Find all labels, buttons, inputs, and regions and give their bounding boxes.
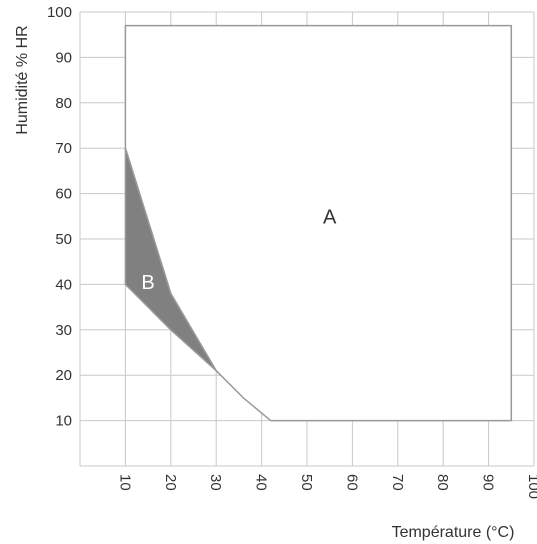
x-axis-label: Température (°C) (392, 524, 515, 541)
y-tick-label: 60 (55, 186, 72, 203)
x-tick-label: 50 (298, 474, 315, 491)
y-tick-label: 10 (55, 413, 72, 430)
y-tick-label: 50 (55, 231, 72, 248)
region-label-b: B (141, 272, 154, 294)
y-tick-label: 90 (55, 49, 72, 66)
x-tick-label: 70 (389, 474, 406, 491)
x-tick-label: 40 (253, 474, 270, 491)
regions (124, 24, 513, 422)
y-tick-label: 40 (55, 276, 72, 293)
region-a (124, 24, 513, 422)
y-tick-labels: 10 20 30 40 50 60 70 80 90 100 (47, 4, 72, 430)
region-labels: AB (141, 206, 337, 294)
y-tick-label: 30 (55, 322, 72, 339)
region-b (124, 147, 217, 372)
y-tick-label: 70 (55, 140, 72, 157)
x-tick-label: 90 (480, 474, 497, 491)
x-tick-label: 30 (207, 474, 224, 491)
y-axis-label: Humidité % HR (14, 25, 31, 134)
x-tick-label: 10 (116, 474, 133, 491)
y-tick-label: 20 (55, 367, 72, 384)
y-tick-label: 100 (47, 4, 72, 21)
region-label-a: A (323, 206, 337, 228)
x-tick-labels: 10 20 30 40 50 60 70 80 90 100 (116, 474, 537, 499)
x-tick-label: 80 (434, 474, 451, 491)
y-tick-label: 80 (55, 95, 72, 112)
x-tick-label: 60 (343, 474, 360, 491)
x-tick-label: 100 (525, 474, 537, 499)
x-tick-label: 20 (162, 474, 179, 491)
